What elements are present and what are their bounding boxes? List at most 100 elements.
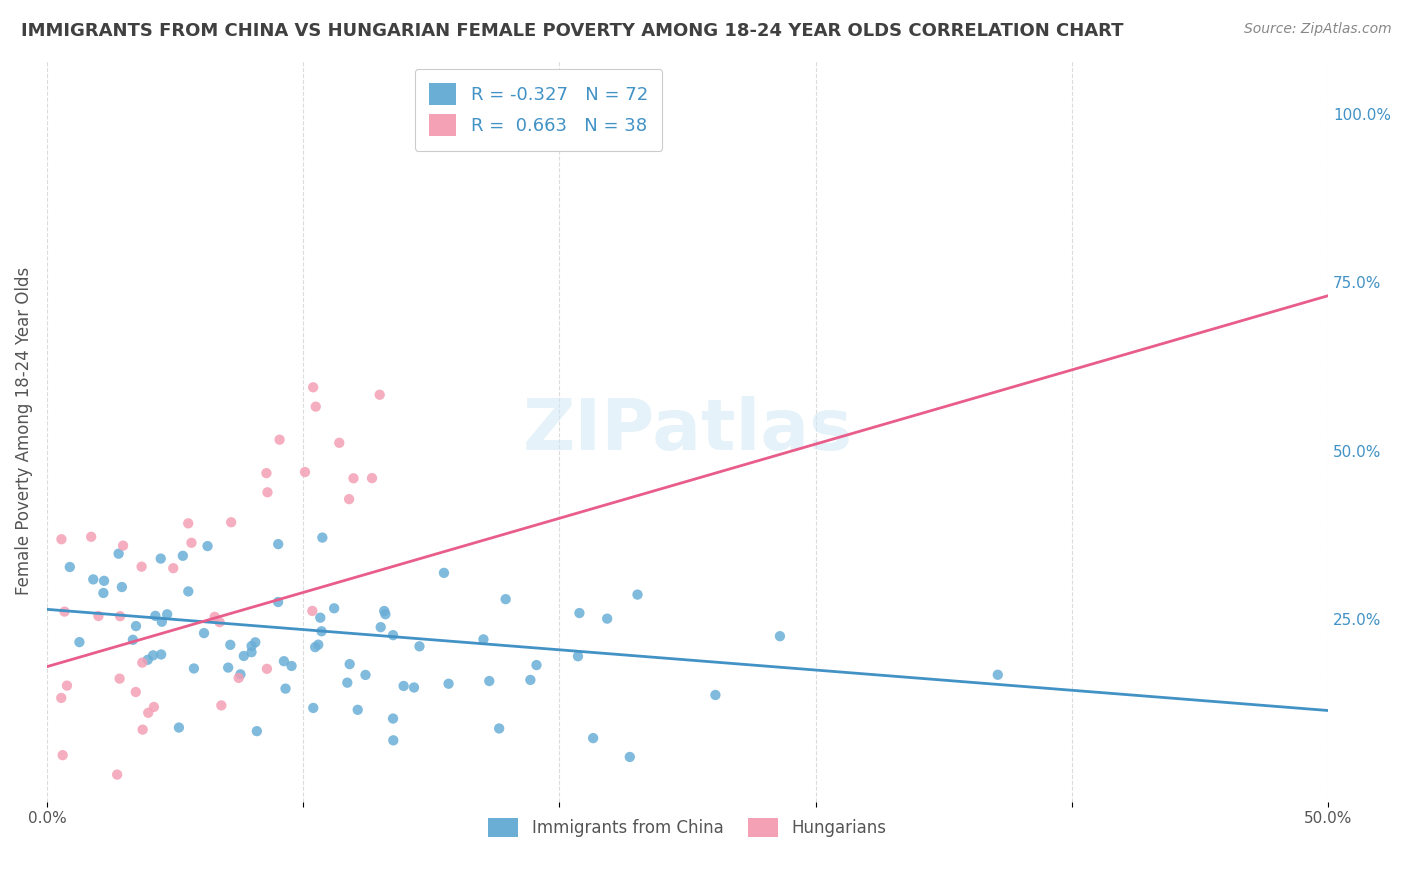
Point xyxy=(526,658,548,673)
Point xyxy=(180,536,202,550)
Point xyxy=(323,601,346,615)
Point xyxy=(472,632,495,647)
Point xyxy=(229,667,252,681)
Point xyxy=(582,731,605,745)
Point xyxy=(193,626,215,640)
Point xyxy=(392,679,415,693)
Point xyxy=(301,604,323,618)
Legend: Immigrants from China, Hungarians: Immigrants from China, Hungarians xyxy=(479,809,896,846)
Point xyxy=(336,675,359,690)
Point xyxy=(56,679,79,693)
Point xyxy=(304,640,326,654)
Point xyxy=(267,537,290,551)
Point xyxy=(361,471,384,485)
Point xyxy=(370,620,392,634)
Point xyxy=(382,733,405,747)
Point xyxy=(93,586,115,600)
Point xyxy=(232,648,254,663)
Point xyxy=(382,628,405,642)
Point xyxy=(374,607,396,622)
Point xyxy=(150,615,173,629)
Text: IMMIGRANTS FROM CHINA VS HUNGARIAN FEMALE POVERTY AMONG 18-24 YEAR OLDS CORRELAT: IMMIGRANTS FROM CHINA VS HUNGARIAN FEMAL… xyxy=(21,22,1123,40)
Point xyxy=(488,722,510,736)
Text: Source: ZipAtlas.com: Source: ZipAtlas.com xyxy=(1244,22,1392,37)
Point xyxy=(53,605,76,619)
Point xyxy=(177,516,200,531)
Point xyxy=(142,700,165,714)
Point xyxy=(105,767,128,781)
Point xyxy=(51,533,73,547)
Point xyxy=(478,674,501,689)
Point xyxy=(311,624,333,639)
Point xyxy=(433,566,456,580)
Point xyxy=(619,750,641,764)
Point xyxy=(273,654,295,668)
Point xyxy=(219,638,242,652)
Point xyxy=(82,573,104,587)
Point xyxy=(519,673,541,687)
Point xyxy=(167,721,190,735)
Point xyxy=(150,648,173,662)
Point xyxy=(217,660,239,674)
Point xyxy=(269,433,291,447)
Point xyxy=(495,592,517,607)
Point xyxy=(307,638,329,652)
Point xyxy=(246,724,269,739)
Point xyxy=(80,530,103,544)
Point xyxy=(567,649,589,664)
Point xyxy=(183,661,205,675)
Point xyxy=(368,388,391,402)
Point xyxy=(342,471,364,485)
Point xyxy=(245,635,267,649)
Point xyxy=(328,435,350,450)
Point xyxy=(142,648,165,663)
Point xyxy=(769,629,792,643)
Point xyxy=(204,610,226,624)
Point xyxy=(240,639,263,653)
Point xyxy=(256,662,278,676)
Point xyxy=(337,492,360,507)
Point xyxy=(302,380,325,394)
Point xyxy=(373,604,395,618)
Point xyxy=(302,701,325,715)
Point xyxy=(162,561,184,575)
Point xyxy=(143,608,166,623)
Point xyxy=(122,632,145,647)
Point xyxy=(408,640,430,654)
Point xyxy=(208,615,231,630)
Point xyxy=(704,688,727,702)
Point xyxy=(309,610,332,624)
Point xyxy=(626,588,648,602)
Point xyxy=(125,619,148,633)
Point xyxy=(136,653,159,667)
Point xyxy=(197,539,219,553)
Point xyxy=(131,559,153,574)
Point xyxy=(111,580,134,594)
Point xyxy=(209,698,232,713)
Point xyxy=(136,706,159,720)
Point xyxy=(108,672,131,686)
Point xyxy=(382,712,405,726)
Point xyxy=(256,466,278,480)
Point xyxy=(108,609,131,624)
Point xyxy=(93,574,115,588)
Point xyxy=(339,657,361,672)
Point xyxy=(568,606,591,620)
Point xyxy=(112,539,135,553)
Point xyxy=(149,551,172,566)
Point xyxy=(402,681,425,695)
Point xyxy=(107,547,129,561)
Point xyxy=(305,400,328,414)
Point xyxy=(51,690,73,705)
Point xyxy=(125,685,148,699)
Point xyxy=(156,607,179,622)
Point xyxy=(172,549,194,563)
Point xyxy=(274,681,297,696)
Point xyxy=(87,609,110,624)
Point xyxy=(596,612,619,626)
Point xyxy=(280,659,302,673)
Point xyxy=(256,485,278,500)
Point xyxy=(437,677,460,691)
Point xyxy=(177,584,200,599)
Point xyxy=(219,515,242,529)
